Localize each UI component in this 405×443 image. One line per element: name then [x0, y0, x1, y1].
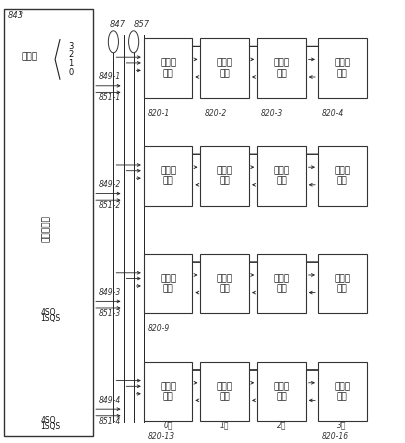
Text: 存储器
装置: 存储器 装置: [334, 274, 350, 293]
Text: 通道控制器: 通道控制器: [42, 215, 51, 242]
Text: 存储器
装置: 存储器 装置: [273, 382, 290, 401]
Text: 存储器
装置: 存储器 装置: [217, 382, 233, 401]
FancyBboxPatch shape: [144, 362, 192, 421]
FancyBboxPatch shape: [200, 254, 249, 314]
Text: 1级: 1级: [220, 420, 230, 429]
Text: 0级: 0级: [163, 420, 173, 429]
FancyBboxPatch shape: [257, 39, 306, 98]
FancyBboxPatch shape: [257, 254, 306, 314]
Text: 存储器
装置: 存储器 装置: [273, 166, 290, 186]
Text: 820-9: 820-9: [148, 324, 170, 334]
FancyBboxPatch shape: [200, 362, 249, 421]
Text: 849-1: 849-1: [99, 72, 122, 82]
FancyBboxPatch shape: [200, 146, 249, 206]
FancyBboxPatch shape: [144, 39, 192, 98]
Text: 存储器
装置: 存储器 装置: [334, 58, 350, 78]
Text: 存储器
装置: 存储器 装置: [160, 382, 176, 401]
Text: 3级: 3级: [337, 420, 347, 429]
Text: 存储器
装置: 存储器 装置: [217, 166, 233, 186]
Text: 1: 1: [68, 59, 73, 68]
FancyBboxPatch shape: [318, 146, 367, 206]
Text: 843: 843: [8, 11, 24, 20]
FancyBboxPatch shape: [144, 254, 192, 314]
Text: 存储器
装置: 存储器 装置: [160, 274, 176, 293]
Text: 849-2: 849-2: [99, 180, 122, 189]
Text: 820-1: 820-1: [148, 109, 170, 118]
Text: 存储器
装置: 存储器 装置: [334, 382, 350, 401]
Text: 0: 0: [68, 68, 73, 77]
FancyBboxPatch shape: [318, 362, 367, 421]
Text: 851-2: 851-2: [99, 201, 122, 210]
Text: 存储器
装置: 存储器 装置: [160, 58, 176, 78]
Text: 存储器
装置: 存储器 装置: [217, 58, 233, 78]
FancyBboxPatch shape: [318, 39, 367, 98]
FancyBboxPatch shape: [318, 254, 367, 314]
Text: 存储器
装置: 存储器 装置: [273, 58, 290, 78]
FancyBboxPatch shape: [257, 146, 306, 206]
Text: 1SQS: 1SQS: [40, 315, 61, 323]
Text: 1SQS: 1SQS: [40, 422, 61, 431]
Text: 存储器
装置: 存储器 装置: [273, 274, 290, 293]
Text: 存储器
装置: 存储器 装置: [160, 166, 176, 186]
Text: 820-2: 820-2: [205, 109, 227, 118]
Text: 存储器
装置: 存储器 装置: [217, 274, 233, 293]
Text: 820-16: 820-16: [322, 432, 349, 441]
Text: 820-3: 820-3: [261, 109, 284, 118]
Text: 820-4: 820-4: [322, 109, 344, 118]
FancyBboxPatch shape: [257, 362, 306, 421]
Text: 851-1: 851-1: [99, 93, 122, 102]
Ellipse shape: [109, 31, 118, 53]
Text: 2: 2: [68, 51, 73, 59]
Text: 存储器
装置: 存储器 装置: [334, 166, 350, 186]
Text: 3: 3: [68, 42, 74, 51]
FancyBboxPatch shape: [200, 39, 249, 98]
Text: 4SQ: 4SQ: [40, 308, 56, 317]
Text: 4SQ: 4SQ: [40, 416, 56, 425]
FancyBboxPatch shape: [4, 9, 93, 435]
Text: 847: 847: [110, 19, 126, 29]
Text: 849-3: 849-3: [99, 288, 122, 297]
Text: 851-3: 851-3: [99, 309, 122, 318]
Text: 820-13: 820-13: [148, 432, 175, 441]
Text: 级启用: 级启用: [21, 53, 37, 62]
Text: 857: 857: [134, 19, 150, 29]
Ellipse shape: [129, 31, 139, 53]
Text: 2级: 2级: [277, 420, 286, 429]
FancyBboxPatch shape: [144, 146, 192, 206]
Text: 849-4: 849-4: [99, 396, 122, 405]
Text: 851-4: 851-4: [99, 417, 122, 426]
